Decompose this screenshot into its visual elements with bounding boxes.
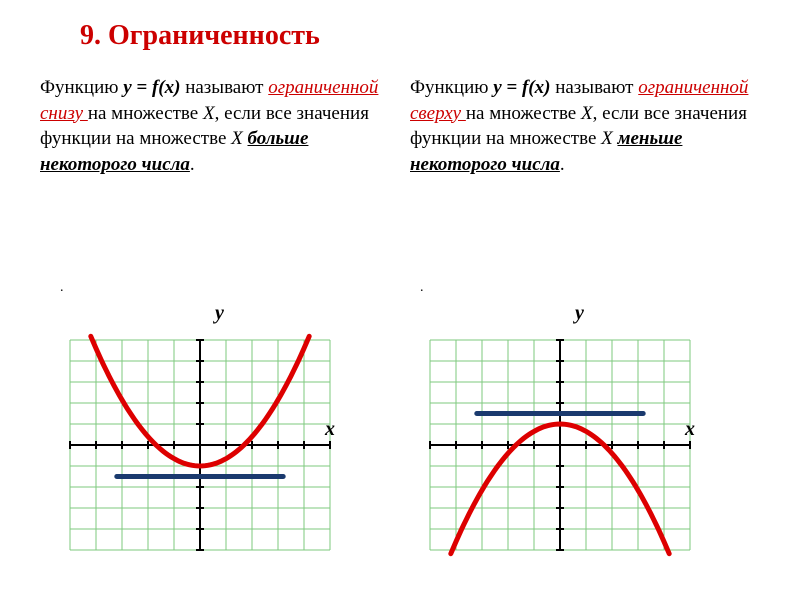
text: . (190, 154, 195, 175)
text: . (560, 154, 565, 175)
x-axis-label: x (325, 418, 335, 441)
y-axis-label: y (215, 302, 224, 325)
y-axis-label: y (575, 302, 584, 325)
parabola-down-chart (420, 330, 700, 560)
right-definition: Функцию y = f(x) называют ограниченной с… (410, 75, 750, 178)
x-axis-label: x (685, 418, 695, 441)
function-notation: y = f(x) (123, 77, 180, 98)
set-x: X (203, 103, 215, 124)
set-x: X (601, 128, 613, 149)
parabola-up-chart (60, 330, 340, 560)
section-title: 9. Ограниченность (80, 20, 320, 52)
text: называют (180, 77, 268, 98)
dot-marker: . (60, 280, 64, 296)
dot-marker: . (420, 280, 424, 296)
text: Функцию (410, 77, 493, 98)
right-chart: y x (420, 330, 700, 560)
text: на множестве (466, 103, 581, 124)
left-chart: y x (60, 330, 340, 560)
left-definition: Функцию y = f(x) называют ограниченной с… (40, 75, 380, 178)
set-x: X (231, 128, 243, 149)
function-notation: y = f(x) (493, 77, 550, 98)
text: называют (550, 77, 638, 98)
text: Функцию (40, 77, 123, 98)
set-x: X (581, 103, 593, 124)
text: на множестве (88, 103, 203, 124)
